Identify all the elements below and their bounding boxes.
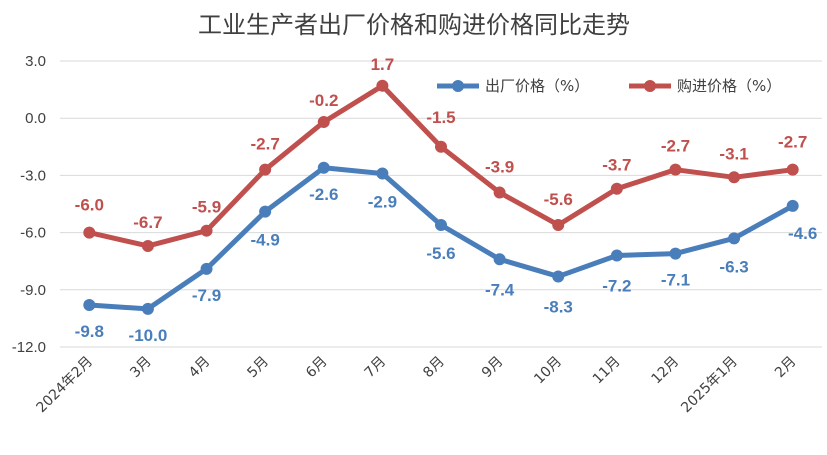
data-label: -4.6: [788, 224, 817, 243]
x-tick-label: 6月: [303, 354, 331, 382]
y-tick-label: 0.0: [25, 110, 46, 127]
data-label: -5.9: [192, 198, 221, 217]
x-tick-label: 10月: [531, 354, 565, 388]
data-label: -7.2: [602, 276, 631, 295]
series-group: [83, 79, 799, 315]
data-point: [376, 79, 389, 92]
data-label: -1.5: [426, 108, 455, 127]
data-point: [259, 205, 272, 218]
data-point: [141, 239, 154, 252]
y-tick-label: -6.0: [20, 225, 46, 242]
data-point: [786, 199, 799, 212]
data-label: -7.4: [485, 280, 515, 299]
chart-title: 工业生产者出厂价格和购进价格同比走势: [198, 11, 630, 39]
x-tick-label: 2024年2月: [34, 354, 97, 417]
x-tick-label: 12月: [648, 354, 682, 388]
data-point: [728, 232, 741, 245]
data-label: -7.1: [661, 271, 690, 290]
legend-marker: [452, 80, 464, 92]
y-tick-label: 3.0: [25, 53, 46, 70]
y-axis: 3.0 0.0 -3.0 -6.0 -9.0 -12.0: [12, 53, 46, 356]
data-point: [669, 247, 682, 260]
data-label: -7.9: [192, 286, 221, 305]
data-point: [728, 171, 741, 184]
data-label: -5.6: [426, 244, 455, 263]
y-tick-label: -12.0: [12, 339, 46, 356]
data-label: -5.6: [544, 190, 573, 209]
x-tick-label: 9月: [479, 354, 507, 382]
data-label: -6.0: [75, 196, 104, 215]
data-point: [610, 182, 623, 195]
data-point: [376, 167, 389, 180]
data-label: -2.7: [251, 135, 280, 154]
data-label: -4.9: [251, 231, 280, 250]
data-label: -10.0: [129, 326, 168, 345]
data-label: -2.9: [368, 192, 397, 211]
data-point: [435, 218, 447, 231]
legend-label: 购进价格（%）: [677, 77, 781, 95]
data-point: [317, 161, 330, 174]
legend-marker: [644, 80, 656, 92]
data-point: [669, 163, 682, 176]
legend: 出厂价格（%） 购进价格（%）: [437, 77, 781, 95]
data-point: [552, 218, 565, 231]
data-point: [317, 116, 330, 129]
x-tick-label: 5月: [244, 354, 272, 382]
data-point: [141, 302, 154, 315]
x-tick-label: 2月: [772, 354, 800, 382]
data-label: -6.7: [133, 213, 162, 232]
y-tick-label: -3.0: [20, 167, 46, 184]
data-point: [610, 249, 623, 262]
data-label: -2.7: [661, 137, 690, 156]
data-point: [435, 140, 447, 153]
x-tick-label: 4月: [186, 354, 214, 382]
data-point: [552, 270, 565, 283]
data-label: -3.9: [485, 158, 514, 177]
x-tick-label: 7月: [362, 354, 390, 382]
data-label: -3.1: [719, 144, 748, 163]
data-label: -6.3: [719, 257, 748, 276]
data-label: -2.7: [778, 133, 807, 152]
data-point: [83, 226, 96, 239]
data-point: [493, 253, 506, 266]
data-label: -3.7: [602, 156, 631, 175]
data-label: -8.3: [544, 297, 573, 316]
data-point: [493, 186, 506, 199]
y-tick-label: -9.0: [20, 282, 46, 299]
x-tick-label: 2025年1月: [678, 354, 741, 417]
data-point: [259, 163, 272, 176]
data-label: 1.7: [371, 55, 395, 74]
data-labels: -9.8 -10.0 -7.9 -4.9 -2.6 -2.9 -5.6 -7.4 -8.3 -7.…: [75, 55, 818, 345]
x-tick-label: 11月: [590, 354, 624, 388]
data-point: [786, 163, 799, 176]
x-tick-label: 8月: [420, 354, 448, 382]
data-point: [200, 224, 213, 237]
legend-label: 出厂价格（%）: [485, 77, 589, 95]
data-label: -9.8: [75, 322, 104, 341]
x-tick-label: 3月: [127, 354, 155, 382]
data-point: [83, 299, 96, 312]
data-label: -2.6: [309, 185, 338, 204]
gridlines: [60, 60, 822, 348]
data-label: -0.2: [309, 91, 338, 110]
data-point: [200, 262, 213, 275]
